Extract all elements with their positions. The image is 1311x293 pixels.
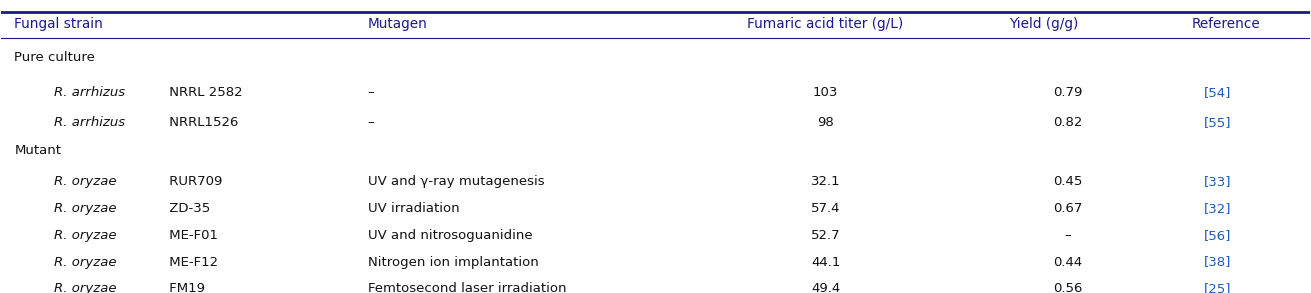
Text: Fungal strain: Fungal strain	[14, 17, 104, 31]
Text: Nitrogen ion implantation: Nitrogen ion implantation	[367, 255, 539, 268]
Text: NRRL1526: NRRL1526	[165, 116, 239, 129]
Text: R. arrhizus: R. arrhizus	[54, 116, 125, 129]
Text: 0.56: 0.56	[1053, 282, 1083, 293]
Text: ME-F01: ME-F01	[165, 229, 218, 242]
Text: [56]: [56]	[1205, 229, 1232, 242]
Text: 0.67: 0.67	[1053, 202, 1083, 215]
Text: [25]: [25]	[1205, 282, 1232, 293]
Text: Yield (g/g): Yield (g/g)	[1008, 17, 1078, 31]
Text: 49.4: 49.4	[812, 282, 840, 293]
Text: Mutagen: Mutagen	[367, 17, 427, 31]
Text: [38]: [38]	[1205, 255, 1232, 268]
Text: R. oryzae: R. oryzae	[54, 175, 117, 188]
Text: –: –	[367, 116, 375, 129]
Text: UV irradiation: UV irradiation	[367, 202, 459, 215]
Text: R. oryzae: R. oryzae	[54, 282, 117, 293]
Text: ME-F12: ME-F12	[165, 255, 218, 268]
Text: R. arrhizus: R. arrhizus	[54, 86, 125, 99]
Text: 103: 103	[813, 86, 838, 99]
Text: Reference: Reference	[1192, 17, 1261, 31]
Text: [32]: [32]	[1205, 202, 1232, 215]
Text: Mutant: Mutant	[14, 144, 62, 157]
Text: RUR709: RUR709	[165, 175, 223, 188]
Text: UV and nitrosoguanidine: UV and nitrosoguanidine	[367, 229, 532, 242]
Text: R. oryzae: R. oryzae	[54, 229, 117, 242]
Text: 0.44: 0.44	[1053, 255, 1082, 268]
Text: FM19: FM19	[165, 282, 205, 293]
Text: 0.79: 0.79	[1053, 86, 1083, 99]
Text: –: –	[367, 86, 375, 99]
Text: 32.1: 32.1	[810, 175, 840, 188]
Text: 0.45: 0.45	[1053, 175, 1083, 188]
Text: 52.7: 52.7	[810, 229, 840, 242]
Text: 44.1: 44.1	[812, 255, 840, 268]
Text: UV and γ-ray mutagenesis: UV and γ-ray mutagenesis	[367, 175, 544, 188]
Text: [33]: [33]	[1205, 175, 1232, 188]
Text: –: –	[1065, 229, 1071, 242]
Text: R. oryzae: R. oryzae	[54, 202, 117, 215]
Text: 57.4: 57.4	[810, 202, 840, 215]
Text: NRRL 2582: NRRL 2582	[165, 86, 243, 99]
Text: 0.82: 0.82	[1053, 116, 1083, 129]
Text: Femtosecond laser irradiation: Femtosecond laser irradiation	[367, 282, 566, 293]
Text: Pure culture: Pure culture	[14, 51, 96, 64]
Text: 98: 98	[817, 116, 834, 129]
Text: Fumaric acid titer (g/L): Fumaric acid titer (g/L)	[747, 17, 903, 31]
Text: [54]: [54]	[1205, 86, 1232, 99]
Text: [55]: [55]	[1205, 116, 1232, 129]
Text: R. oryzae: R. oryzae	[54, 255, 117, 268]
Text: ZD-35: ZD-35	[165, 202, 210, 215]
